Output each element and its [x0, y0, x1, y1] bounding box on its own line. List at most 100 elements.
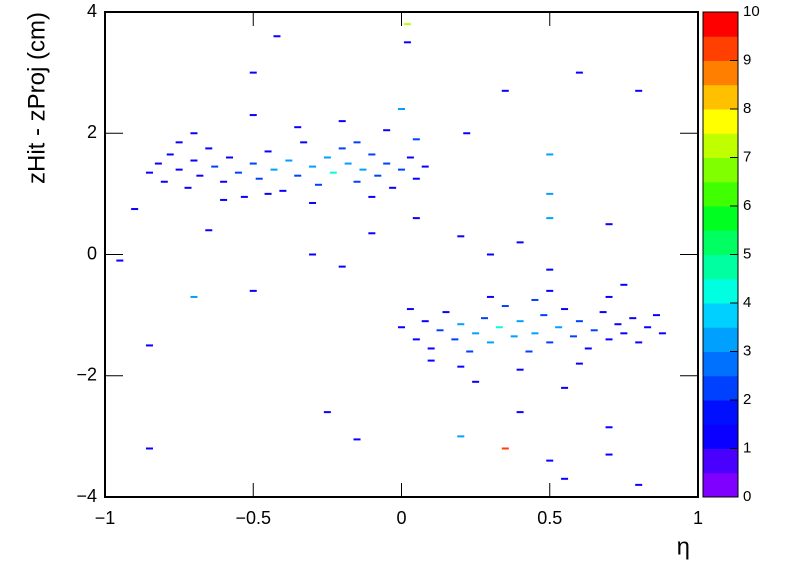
cell: [629, 317, 637, 320]
cell: [353, 141, 361, 144]
cell: [116, 259, 124, 262]
cell: [561, 477, 569, 480]
cell: [166, 153, 174, 156]
cell: [605, 426, 613, 429]
cell: [546, 217, 554, 220]
cell: [605, 338, 613, 341]
cell: [190, 132, 198, 135]
colorbar-band: [703, 448, 738, 474]
cell: [652, 314, 660, 317]
cell: [368, 195, 376, 198]
cell: [516, 368, 524, 371]
cell: [481, 317, 489, 320]
cell: [353, 180, 361, 183]
cell: [344, 162, 352, 165]
cell: [412, 217, 420, 220]
cell: [205, 147, 213, 150]
cell: [234, 171, 242, 174]
cell: [398, 326, 405, 329]
z-tick-label: 7: [743, 148, 751, 165]
cell: [175, 141, 183, 144]
cell: [403, 23, 411, 26]
colorbar-band: [703, 351, 738, 377]
z-tick-label: 6: [743, 197, 751, 214]
cell: [403, 41, 411, 44]
cell: [154, 162, 162, 165]
cell: [510, 335, 518, 338]
z-tick-label: 0: [743, 488, 751, 505]
cell: [412, 138, 420, 141]
cell: [329, 171, 337, 174]
cell: [406, 308, 414, 311]
cell: [196, 174, 204, 177]
y-tick-label: −2: [76, 365, 97, 385]
x-tick-label: 0.5: [537, 508, 562, 528]
y-tick-label: 2: [87, 122, 97, 142]
colorbar-band: [703, 157, 738, 183]
cell: [561, 386, 569, 389]
cell: [389, 186, 397, 189]
cell: [285, 159, 293, 162]
cell: [421, 165, 429, 168]
x-tick-label: 0: [396, 508, 406, 528]
cell: [314, 183, 322, 186]
colorbar-band: [703, 230, 738, 255]
cell: [590, 329, 598, 332]
cell: [175, 168, 183, 171]
colorbar-band: [703, 12, 738, 37]
cell: [398, 108, 405, 110]
x-axis-title: η: [677, 533, 690, 560]
x-tick-label: −0.5: [235, 508, 271, 528]
cell: [546, 289, 554, 292]
y-axis-title: zHit - zProj (cm): [23, 12, 50, 184]
cell: [338, 265, 346, 268]
cell: [226, 156, 234, 159]
cell: [546, 341, 554, 344]
cell: [540, 314, 548, 317]
cell: [383, 162, 391, 165]
cell: [555, 326, 563, 329]
cell: [466, 350, 474, 353]
cell: [436, 329, 444, 332]
cell: [131, 208, 139, 211]
colorbar-band: [703, 303, 738, 328]
colorbar-band: [703, 84, 738, 110]
cell: [457, 323, 465, 326]
cell: [220, 180, 228, 183]
cell: [249, 289, 257, 292]
cell: [359, 168, 367, 171]
z-tick-label: 3: [743, 342, 751, 359]
cell: [383, 129, 391, 132]
cell: [368, 232, 376, 235]
cell: [240, 195, 248, 198]
z-tick-label: 10: [743, 3, 760, 20]
z-tick-label: 2: [743, 391, 751, 408]
cell: [575, 362, 583, 365]
cell: [323, 411, 331, 414]
cell: [249, 162, 257, 165]
cell: [614, 323, 622, 326]
cell: [531, 298, 539, 301]
cell: [605, 223, 613, 226]
cell: [486, 341, 494, 344]
cell: [644, 326, 652, 329]
cell: [457, 235, 465, 238]
cell: [249, 114, 257, 117]
cell: [412, 338, 420, 341]
colorbar-band: [703, 375, 738, 401]
x-tick-label: 1: [693, 508, 703, 528]
colorbar-band: [703, 472, 738, 498]
cell: [463, 132, 471, 135]
cell: [220, 198, 228, 201]
cell: [501, 447, 509, 450]
cell: [605, 295, 613, 298]
cell: [264, 192, 272, 195]
cell: [270, 168, 278, 171]
cell: [412, 177, 420, 180]
cell: [575, 320, 583, 323]
cell: [569, 335, 577, 338]
z-tick-label: 9: [743, 51, 751, 68]
colorbar-band: [703, 327, 738, 352]
cell: [374, 174, 382, 177]
